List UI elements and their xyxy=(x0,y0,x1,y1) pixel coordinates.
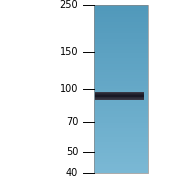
Bar xyxy=(94,156,148,159)
Bar xyxy=(94,103,148,106)
Bar xyxy=(94,22,148,25)
Text: 100: 100 xyxy=(60,84,78,94)
Bar xyxy=(94,78,148,81)
Bar xyxy=(95,98,144,99)
Bar xyxy=(94,56,148,58)
Bar xyxy=(94,19,148,22)
Bar xyxy=(94,44,148,47)
Bar xyxy=(94,162,148,165)
Bar xyxy=(94,14,148,17)
Bar xyxy=(94,47,148,50)
Bar xyxy=(94,84,148,86)
Bar xyxy=(94,81,148,84)
Bar xyxy=(94,125,148,128)
Bar xyxy=(94,67,148,70)
Bar xyxy=(94,42,148,44)
Bar xyxy=(94,33,148,36)
Bar xyxy=(94,114,148,117)
Bar xyxy=(94,117,148,120)
Bar xyxy=(94,61,148,64)
Bar xyxy=(94,50,148,53)
Text: 150: 150 xyxy=(60,47,78,57)
Bar xyxy=(94,17,148,19)
Bar xyxy=(94,28,148,31)
Bar xyxy=(94,92,148,95)
Bar xyxy=(94,128,148,131)
Text: 70: 70 xyxy=(66,117,78,127)
Bar xyxy=(94,136,148,139)
Bar xyxy=(94,86,148,89)
Bar xyxy=(94,75,148,78)
Bar xyxy=(94,89,148,92)
Bar xyxy=(94,153,148,156)
Bar xyxy=(94,95,148,98)
Bar xyxy=(94,5,148,173)
Bar xyxy=(95,93,144,94)
Bar xyxy=(94,11,148,14)
Bar xyxy=(94,58,148,61)
Bar xyxy=(95,95,144,96)
Bar xyxy=(94,36,148,39)
Bar xyxy=(94,150,148,153)
Bar xyxy=(94,39,148,42)
Bar xyxy=(94,159,148,162)
Bar xyxy=(94,106,148,109)
Bar xyxy=(94,31,148,33)
Bar xyxy=(94,165,148,167)
Bar xyxy=(94,170,148,173)
Text: 250: 250 xyxy=(60,0,78,10)
Bar xyxy=(95,97,144,98)
Bar xyxy=(95,96,144,97)
Text: 40: 40 xyxy=(66,168,78,178)
Bar xyxy=(94,25,148,28)
Bar xyxy=(94,109,148,111)
Bar xyxy=(94,64,148,67)
Bar xyxy=(95,99,144,100)
Bar xyxy=(94,120,148,123)
Bar xyxy=(94,131,148,134)
Bar xyxy=(94,72,148,75)
Bar xyxy=(94,98,148,100)
Text: 50: 50 xyxy=(66,147,78,158)
Bar xyxy=(94,8,148,11)
Bar xyxy=(94,5,148,8)
Bar xyxy=(94,111,148,114)
Bar xyxy=(94,53,148,56)
Bar xyxy=(94,100,148,103)
Bar xyxy=(94,139,148,142)
Bar xyxy=(94,148,148,150)
Bar xyxy=(94,123,148,125)
Bar xyxy=(94,134,148,136)
Bar xyxy=(95,94,144,95)
Bar xyxy=(94,70,148,72)
Bar xyxy=(95,92,144,93)
Bar xyxy=(94,167,148,170)
Text: kDa: kDa xyxy=(59,0,78,1)
Bar xyxy=(94,142,148,145)
Bar xyxy=(94,145,148,148)
